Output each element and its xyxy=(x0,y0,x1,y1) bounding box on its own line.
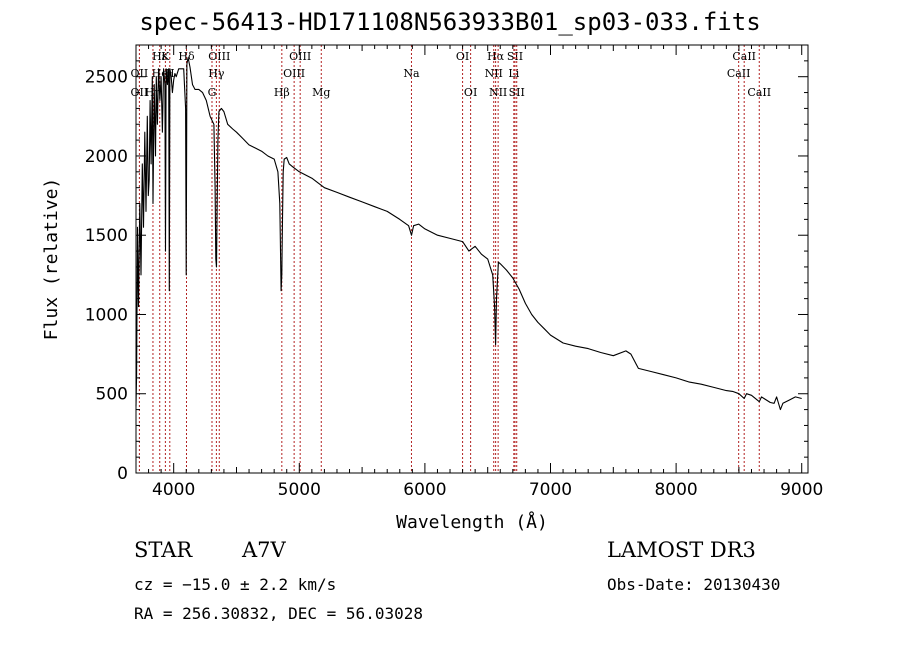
obs-date: Obs-Date: 20130430 xyxy=(607,575,781,594)
line-marker-label-7: SII xyxy=(507,50,523,63)
flux-line xyxy=(135,57,802,411)
line-marker-label-3: OIII xyxy=(208,50,230,63)
line-marker-label-17: CaII xyxy=(727,67,751,80)
line-marker-label-24: NII xyxy=(489,86,507,99)
line-marker-label-1: K xyxy=(161,50,170,63)
object-class: STAR xyxy=(134,538,193,562)
coordinates-text: RA = 256.30832, DEC = 56.03028 xyxy=(134,604,423,623)
line-marker-label-21: Hβ xyxy=(274,86,290,99)
chart-title: spec-56413-HD171108N563933B01_sp03-033.f… xyxy=(139,8,761,36)
line-marker-label-12: Hγ xyxy=(208,67,225,80)
line-marker-label-6: Hα xyxy=(487,50,505,63)
y-tick-label: 1500 xyxy=(85,226,128,246)
axis-ticks-layer: 4000 5000 6000 7000 8000 9000 0 500 1000 1500 2000… xyxy=(85,45,823,500)
redshift-text: cz = −15.0 ± 2.2 km/s xyxy=(134,575,337,594)
line-marker-label-25: SII xyxy=(509,86,525,99)
x-tick-label: 8000 xyxy=(654,480,697,500)
spectrum-layer xyxy=(135,57,802,411)
y-tick-label: 2500 xyxy=(85,68,128,88)
line-marker-label-0: Hε xyxy=(152,50,168,63)
line-marker-label-20: G xyxy=(208,86,217,99)
line-marker-label-14: Na xyxy=(403,67,420,80)
line-marker-label-15: NII xyxy=(485,67,503,80)
line-marker-label-26: CaII xyxy=(747,86,771,99)
y-tick-label: 2000 xyxy=(85,147,128,167)
survey-name: LAMOST DR3 xyxy=(607,538,756,562)
line-marker-label-23: OI xyxy=(464,86,477,99)
line-marker-label-9: OII xyxy=(131,67,149,80)
x-tick-label: 5000 xyxy=(278,480,321,500)
x-tick-label: 9000 xyxy=(780,480,823,500)
y-tick-label: 0 xyxy=(117,464,128,484)
x-axis-label: Wavelength (Å) xyxy=(396,511,548,533)
x-tick-label: 7000 xyxy=(529,480,572,500)
line-marker-label-16: Li xyxy=(508,67,519,80)
y-tick-label: 1000 xyxy=(85,305,128,325)
line-marker-label-8: CaII xyxy=(732,50,756,63)
spectral-subclass: A7V xyxy=(242,538,286,562)
line-marker-label-5: OI xyxy=(456,50,469,63)
x-tick-label: 6000 xyxy=(403,480,446,500)
x-tick-label: 4000 xyxy=(152,480,195,500)
line-marker-label-13: OIII xyxy=(283,67,305,80)
line-marker-label-22: Mg xyxy=(312,86,330,99)
plot-frame xyxy=(135,44,809,474)
line-marker-label-4: OIII xyxy=(289,50,311,63)
y-axis-label: Flux (relative) xyxy=(41,178,62,341)
line-marker-label-2: Hδ xyxy=(178,50,195,63)
y-tick-label: 500 xyxy=(96,385,128,405)
